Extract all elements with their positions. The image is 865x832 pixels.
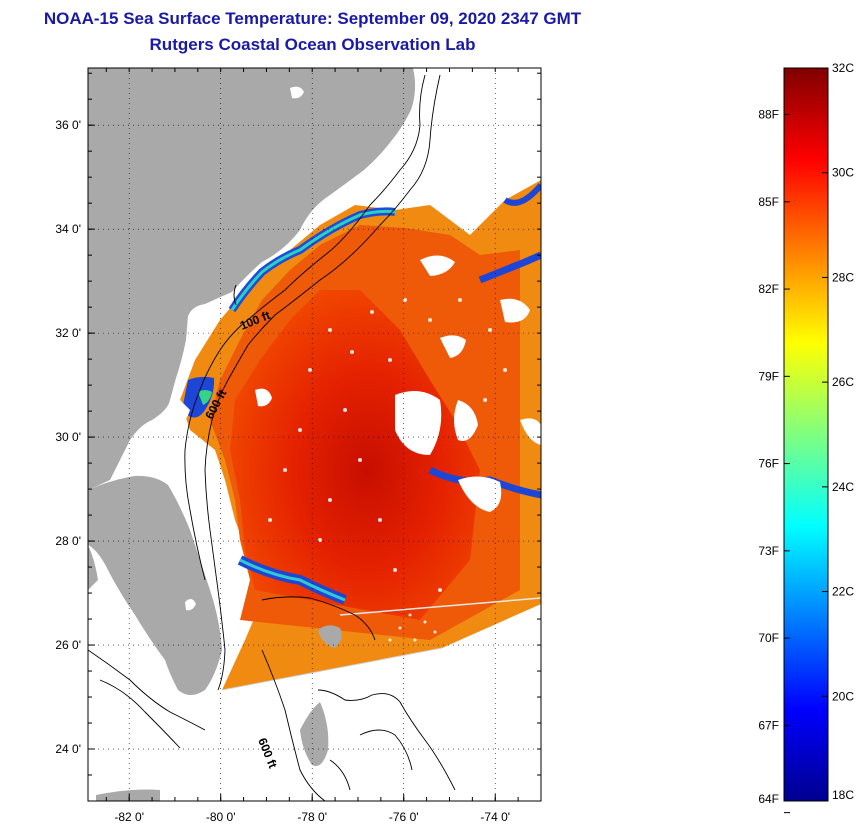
fahrenheit-label: 67F <box>758 718 779 732</box>
celsius-label: 22C <box>832 585 854 599</box>
map-subtitle: Rutgers Coastal Ocean Observation Lab <box>149 35 476 54</box>
fahrenheit-label: 70F <box>758 631 779 645</box>
lon-tick-label: -74 0' <box>480 810 510 824</box>
celsius-label: 26C <box>832 375 854 389</box>
lat-tick-label: 30 0' <box>55 430 81 444</box>
axis-ticks <box>88 68 542 802</box>
temperature-colorbar: 32C 30C 28C 26C 24C 22C 20C 18C 88F 85F 82F 79F 76F… <box>758 61 854 814</box>
celsius-label: 32C <box>832 61 854 75</box>
lat-tick-label: 34 0' <box>55 222 81 236</box>
map-frame <box>87 67 542 802</box>
lon-tick-label: -80 0' <box>206 810 236 824</box>
colorbar-frame <box>783 67 829 802</box>
lat-tick-label: 36 0' <box>55 118 81 132</box>
celsius-label: 30C <box>832 166 854 180</box>
fahrenheit-label: 76F <box>758 457 779 471</box>
lat-tick-label: 24 0' <box>55 742 81 756</box>
lon-tick-label: -76 0' <box>389 810 419 824</box>
lat-tick-label: 32 0' <box>55 326 81 340</box>
longitude-labels: -82 0' -80 0' -78 0' -76 0' -74 0' <box>114 810 510 824</box>
celsius-label: 20C <box>832 689 854 703</box>
colorbar-fahrenheit-labels: 88F 85F 82F 79F 76F 73F 70F 67F 64F <box>758 108 790 814</box>
fahrenheit-label: 79F <box>758 369 779 383</box>
fahrenheit-label: 88F <box>758 108 779 122</box>
sst-data-layer <box>140 180 541 690</box>
celsius-label: 28C <box>832 270 854 284</box>
graticule <box>88 68 541 801</box>
map-plot-area: 100 ft 600 ft 600 ft <box>88 68 541 801</box>
colorbar-celsius-labels: 32C 30C 28C 26C 24C 22C 20C 18C <box>822 61 854 802</box>
map-title: NOAA-15 Sea Surface Temperature: Septemb… <box>43 9 582 28</box>
land-layer <box>88 68 416 801</box>
lon-tick-label: -82 0' <box>114 810 144 824</box>
fahrenheit-label: 85F <box>758 195 779 209</box>
lon-tick-label: -78 0' <box>297 810 327 824</box>
lat-tick-label: 28 0' <box>55 534 81 548</box>
latitude-labels: 36 0' 34 0' 32 0' 30 0' 28 0' 26 0' 24 0' <box>55 118 81 756</box>
colorbar-gradient <box>784 68 828 801</box>
fahrenheit-label: 64F <box>758 792 779 806</box>
fahrenheit-label: 82F <box>758 282 779 296</box>
fahrenheit-label: 73F <box>758 544 779 558</box>
celsius-label: 18C <box>832 788 854 802</box>
isobath-contours <box>88 74 456 801</box>
celsius-label: 24C <box>832 480 854 494</box>
lat-tick-label: 26 0' <box>55 638 81 652</box>
